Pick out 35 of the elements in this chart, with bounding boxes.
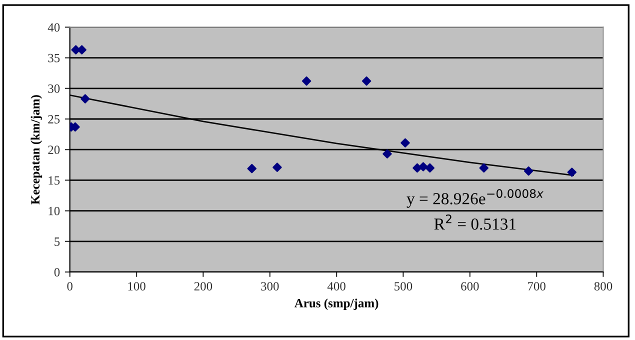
y-tick-label: 30 bbox=[48, 84, 60, 93]
point bbox=[382, 149, 392, 159]
point bbox=[524, 166, 534, 176]
x-tick-label: 500 bbox=[394, 282, 412, 291]
point bbox=[425, 163, 435, 173]
y-tick-label: 5 bbox=[54, 238, 60, 246]
x-tick-label: 600 bbox=[461, 282, 479, 291]
y-tick-label: 20 bbox=[48, 146, 60, 154]
point bbox=[567, 168, 577, 177]
point bbox=[418, 162, 428, 172]
y-tick-label: 10 bbox=[48, 206, 60, 216]
x-tick-label: 400 bbox=[327, 282, 346, 291]
y-axis-title: Kecepatan (km/jam) bbox=[30, 95, 42, 204]
annotation: y = 28.926e$^{−0.0008x}$ bbox=[406, 189, 544, 208]
x-tick-label: 300 bbox=[261, 282, 279, 291]
y-tick-label: 0 bbox=[54, 268, 60, 276]
x-tick-label: 700 bbox=[528, 282, 546, 291]
point bbox=[247, 164, 256, 174]
y-tick-label: 40 bbox=[48, 23, 60, 32]
y-tick-label: 25 bbox=[48, 115, 60, 124]
x-tick-label: 800 bbox=[594, 282, 612, 291]
x-axis-title: Arus (smp/jam) bbox=[294, 298, 378, 310]
x-tick-label: 200 bbox=[194, 282, 212, 291]
point bbox=[400, 138, 410, 148]
y-tick-label: 35 bbox=[48, 54, 60, 62]
point bbox=[272, 162, 282, 172]
x-tick-label: 0 bbox=[67, 282, 72, 291]
annotation: R$^{2}$ = 0.5131 bbox=[434, 214, 516, 230]
point bbox=[412, 163, 422, 173]
point bbox=[80, 94, 90, 104]
y-tick-label: 15 bbox=[48, 176, 60, 185]
point bbox=[479, 163, 489, 173]
point bbox=[302, 76, 312, 86]
x-tick-label: 100 bbox=[128, 282, 146, 291]
point bbox=[362, 76, 372, 86]
